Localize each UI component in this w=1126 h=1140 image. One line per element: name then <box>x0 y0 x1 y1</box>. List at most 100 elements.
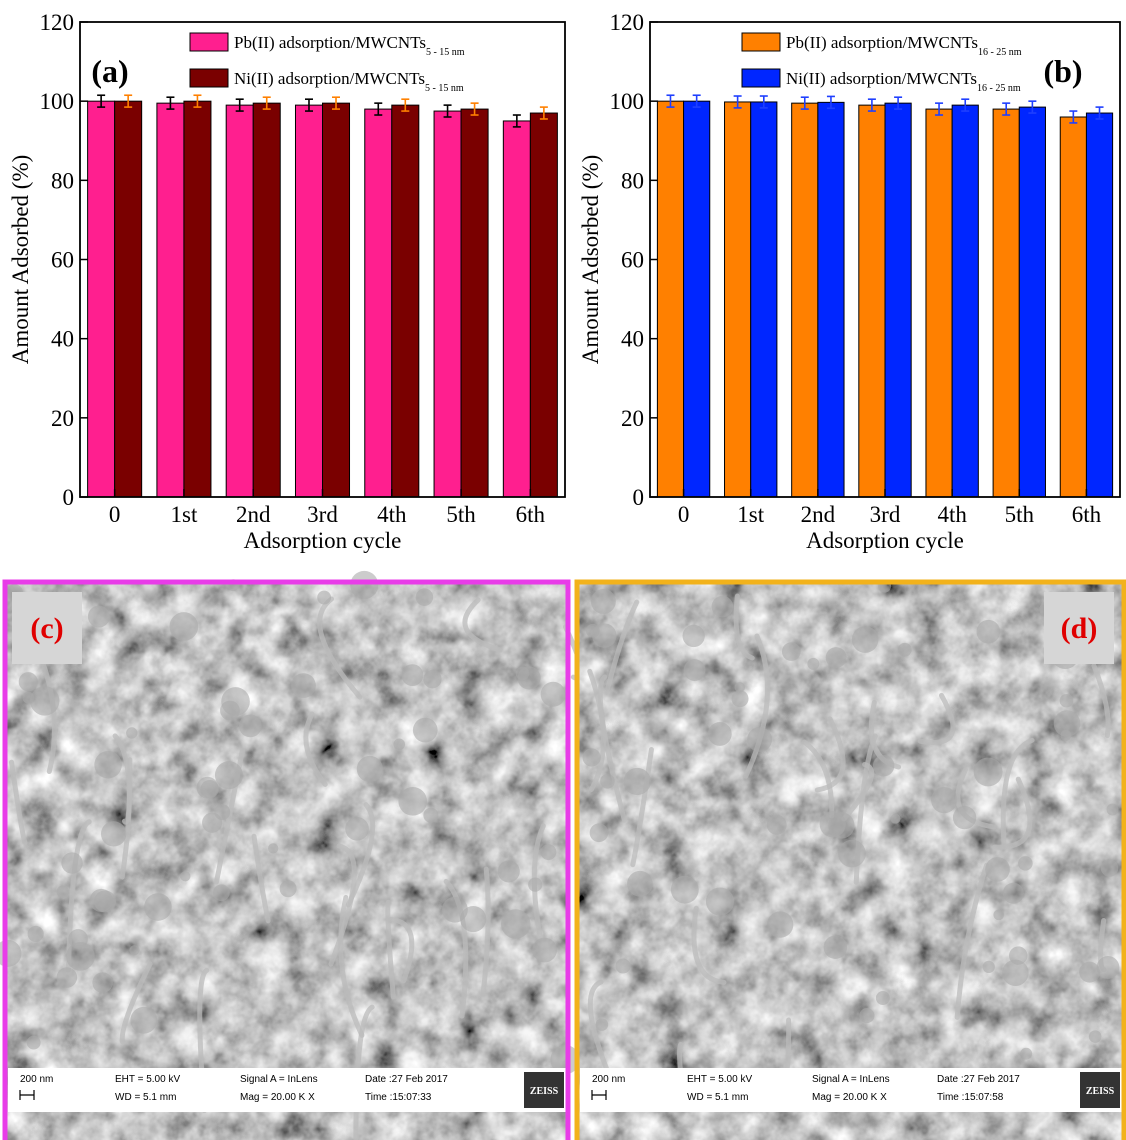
sem-particle <box>596 1018 609 1031</box>
sem-particle <box>592 623 616 647</box>
x-tick-label: 1st <box>737 502 764 527</box>
sem-particle <box>413 718 438 743</box>
bar <box>684 101 710 497</box>
legend-text: Pb(II) adsorption/MWCNTs16 - 25 nm <box>786 33 1022 58</box>
info-time: Time :15:07:33 <box>365 1092 432 1103</box>
sem-particle <box>398 787 427 816</box>
sem-particle <box>213 884 230 901</box>
bar <box>530 113 557 497</box>
sem-particle <box>1101 859 1118 876</box>
figure: 02040608010012001st2nd3rd4th5th6thAdsorp… <box>0 0 1126 1140</box>
bar <box>952 105 978 497</box>
sem-particle <box>616 959 631 974</box>
sem-particle <box>92 972 112 992</box>
y-axis-label: Amount Adsorbed (%) <box>8 155 33 365</box>
sem-image <box>5 582 570 1140</box>
sem-particle <box>129 945 139 955</box>
sem-particle <box>291 673 316 698</box>
legend-swatch <box>190 69 228 87</box>
sem-particle <box>61 852 82 873</box>
bar <box>295 105 322 497</box>
legend-subscript: 5 - 15 nm <box>426 47 465 58</box>
sem-particle <box>393 738 405 750</box>
sem-particle <box>200 780 218 798</box>
x-tick-label: 4th <box>937 502 967 527</box>
bar <box>1086 113 1112 497</box>
info-date: Date :27 Feb 2017 <box>937 1074 1020 1085</box>
info-signal: Signal A = InLens <box>812 1074 890 1085</box>
sem-particle <box>600 774 615 789</box>
sem-particle <box>1003 883 1024 904</box>
sem-particle <box>1020 1048 1032 1060</box>
sem-particle <box>90 889 113 912</box>
sem-particle <box>517 666 540 689</box>
bar <box>859 105 885 497</box>
x-tick-label: 0 <box>109 502 121 527</box>
sem-particle <box>1079 962 1100 983</box>
legend-name: Pb(II) adsorption/MWCNTs <box>786 33 978 52</box>
x-tick-label: 2nd <box>801 502 836 527</box>
sem-particle <box>57 886 69 898</box>
bar <box>253 103 280 497</box>
x-tick-label: 3rd <box>307 502 338 527</box>
legend-subscript: 5 - 15 nm <box>425 83 464 94</box>
sem-particle <box>416 588 434 606</box>
sem-particle <box>671 876 699 904</box>
sem-particle <box>708 722 732 746</box>
bar <box>792 103 818 497</box>
bar <box>993 109 1019 497</box>
sem-particle <box>215 761 243 789</box>
bar <box>1019 107 1045 497</box>
info-time: Time :15:07:58 <box>937 1092 1004 1103</box>
sem-particle <box>180 871 190 881</box>
sem-particle <box>684 659 706 681</box>
sem-particle <box>498 860 520 882</box>
sem-particle <box>767 911 793 937</box>
info-date: Date :27 Feb 2017 <box>365 1074 448 1085</box>
sem-particle <box>782 642 801 661</box>
sem-particle <box>169 612 198 641</box>
bar <box>503 121 530 497</box>
sem-particle <box>826 647 847 668</box>
sem-particle <box>19 672 38 691</box>
sem-particle <box>953 806 976 829</box>
y-tick-label: 80 <box>621 168 644 193</box>
x-tick-label: 0 <box>678 502 690 527</box>
bar <box>323 103 350 497</box>
legend-subscript: 16 - 25 nm <box>978 47 1022 58</box>
sem-particle <box>401 664 423 686</box>
sem-particle <box>1060 694 1074 708</box>
sem-particle <box>873 755 894 776</box>
bar <box>751 102 777 497</box>
y-tick-label: 40 <box>621 327 644 352</box>
legend-name: Ni(II) adsorption/MWCNTs <box>234 69 425 88</box>
sem-particle <box>1097 956 1120 979</box>
sem-particle <box>1018 856 1033 871</box>
bar <box>885 103 911 497</box>
sem-particle <box>280 880 297 897</box>
legend-swatch <box>742 33 780 51</box>
legend-swatch <box>190 33 228 51</box>
info-mag: Mag = 20.00 K X <box>240 1092 315 1103</box>
bar <box>226 105 253 497</box>
sem-particle <box>317 591 331 605</box>
y-tick-label: 100 <box>40 89 75 114</box>
bar <box>365 109 392 497</box>
bar <box>434 111 461 497</box>
info-mag: Mag = 20.00 K X <box>812 1092 887 1103</box>
x-tick-label: 1st <box>171 502 198 527</box>
y-tick-label: 60 <box>51 248 74 273</box>
bar <box>1060 117 1086 497</box>
legend-subscript: 16 - 25 nm <box>977 83 1021 94</box>
sem-particle <box>977 620 1001 644</box>
sem-particle <box>683 625 705 647</box>
sem-particle <box>345 817 369 841</box>
sem-particle <box>859 1008 874 1023</box>
sem-particle <box>732 690 749 707</box>
sem-particle <box>591 589 616 614</box>
sem-particle <box>824 935 847 958</box>
x-axis-label: Adsorption cycle <box>806 528 964 553</box>
x-tick-label: 5th <box>1005 502 1035 527</box>
sem-particle <box>627 871 653 897</box>
sem-particle <box>706 887 734 915</box>
